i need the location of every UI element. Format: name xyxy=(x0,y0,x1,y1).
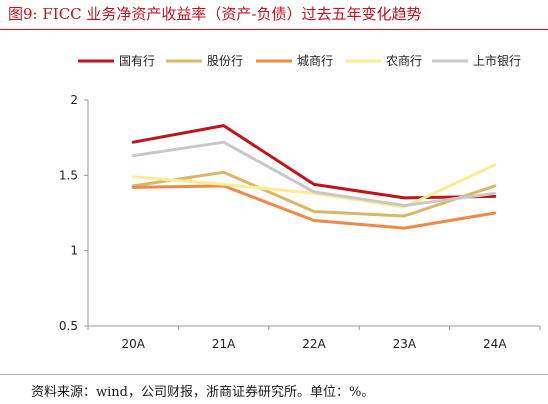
data-point xyxy=(312,183,316,186)
legend-label: 农商行 xyxy=(386,53,422,68)
x-tick-label: 21A xyxy=(212,337,236,351)
y-tick-label: 1 xyxy=(70,244,78,258)
y-tick-label: 0.5 xyxy=(59,319,78,333)
x-tick-label: 24A xyxy=(483,337,507,351)
data-point xyxy=(493,192,496,195)
legend-item: 股份行 xyxy=(166,54,243,68)
line-chart: 国有行 股份行 城商行 农商行 上市银行 0.5 1 1.5 2 20A 21A 22A 23A 24A xyxy=(59,53,541,351)
legend: 国有行 股份行 城商行 农商行 上市银行 xyxy=(78,53,521,68)
data-point xyxy=(403,196,406,200)
legend-label: 上市银行 xyxy=(473,53,521,68)
title-rule xyxy=(0,29,548,30)
data-point xyxy=(403,214,406,218)
data-point xyxy=(132,186,135,189)
x-tick-label: 23A xyxy=(393,337,417,351)
data-point xyxy=(312,210,316,213)
data-point xyxy=(132,140,135,144)
source-note: 资料来源：wind，公司财报，浙商证券研究所。单位：%。 xyxy=(31,385,375,400)
x-tick-label: 22A xyxy=(302,337,326,351)
data-point xyxy=(493,195,496,198)
data-point xyxy=(493,184,496,188)
data-point xyxy=(222,124,225,127)
data-point xyxy=(312,190,316,194)
data-point xyxy=(222,183,225,186)
legend-item: 农商行 xyxy=(345,53,422,68)
data-point xyxy=(222,140,225,144)
data-point xyxy=(132,154,135,157)
data-point xyxy=(493,211,496,215)
legend-item: 上市银行 xyxy=(432,53,521,68)
y-tick-label: 2 xyxy=(70,93,78,107)
legend-label: 国有行 xyxy=(119,54,155,68)
series-layer xyxy=(131,124,497,230)
legend-item: 国有行 xyxy=(78,54,155,68)
data-point xyxy=(222,171,225,174)
axes: 0.5 1 1.5 2 20A 21A 22A 23A 24A xyxy=(59,93,541,351)
data-point xyxy=(132,175,135,179)
data-point xyxy=(403,226,406,230)
legend-label: 股份行 xyxy=(207,54,243,68)
data-point xyxy=(312,219,316,222)
y-tick-label: 1.5 xyxy=(59,168,78,182)
legend-label: 城商行 xyxy=(297,53,333,68)
data-point xyxy=(493,163,496,166)
figure-title: 图9: FICC 业务净资产收益率（资产-负债）过去五年变化趋势 xyxy=(8,5,422,23)
data-point xyxy=(403,204,406,207)
x-tick-label: 20A xyxy=(121,337,145,351)
legend-item: 城商行 xyxy=(256,53,333,68)
bottom-rule xyxy=(0,374,548,375)
